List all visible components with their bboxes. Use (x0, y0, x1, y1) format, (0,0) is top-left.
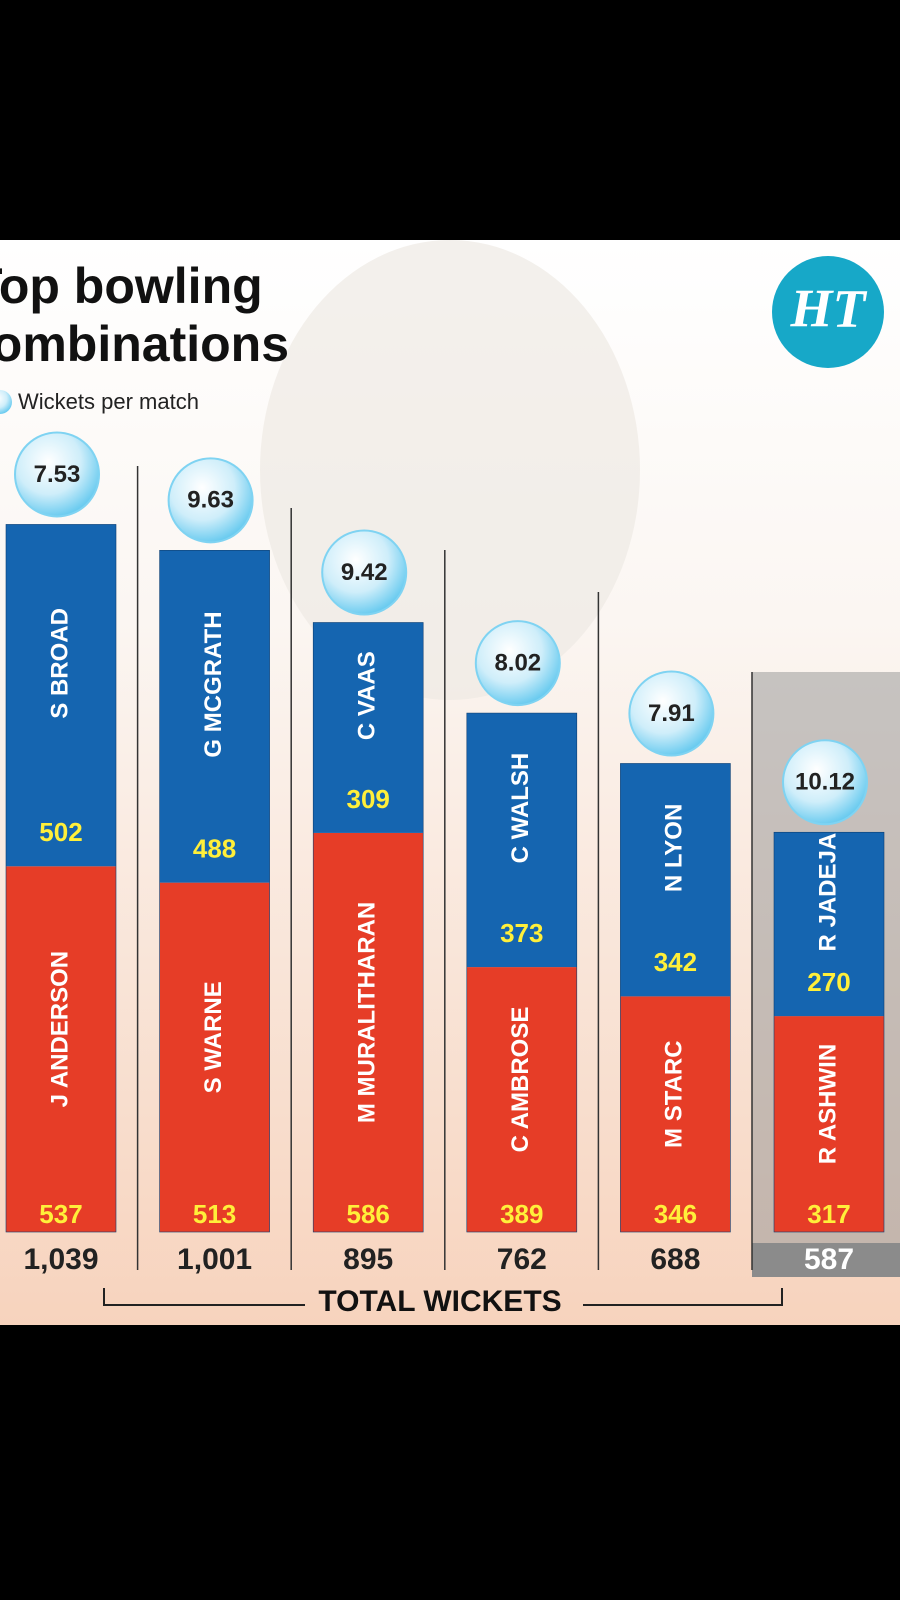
per-match-label: 9.42 (341, 559, 388, 586)
bar-bottom (313, 832, 424, 1232)
bowler-name: G MCGRATH (200, 611, 227, 757)
bowler-name: M MURALITHARAN (354, 902, 381, 1123)
bar-top (466, 713, 577, 968)
per-match-label: 7.53 (34, 461, 81, 488)
value-label: 317 (807, 1199, 850, 1229)
total-label: 895 (343, 1243, 393, 1276)
bowler-name: S BROAD (46, 608, 73, 719)
top-band (0, 0, 900, 240)
per-match-bubble (14, 431, 100, 518)
bar-bottom (620, 996, 731, 1232)
axis-bracket (103, 1288, 783, 1306)
bowler-name: C AMBROSE (507, 1007, 534, 1153)
total-label: 688 (650, 1243, 700, 1276)
bowler-name: C VAAS (354, 651, 381, 740)
value-label: 270 (807, 967, 850, 997)
stack-outline (312, 622, 424, 1233)
legend-swatch (0, 390, 12, 414)
x-axis-label: TOTAL WICKETS (318, 1285, 561, 1318)
stack-outline (5, 524, 117, 1233)
bowler-name: R ASHWIN (814, 1044, 841, 1164)
value-label: 502 (39, 817, 82, 847)
stack-outline (773, 831, 885, 1233)
total-label: 762 (497, 1243, 547, 1276)
bar-top (313, 622, 424, 833)
bar-bottom (774, 1016, 884, 1232)
value-label: 513 (193, 1199, 236, 1229)
stack-outline (620, 763, 731, 1233)
bar-bottom (6, 866, 116, 1232)
total-label: 587 (804, 1243, 854, 1276)
bowler-name: N LYON (661, 804, 688, 892)
value-label: 488 (193, 834, 236, 864)
stack-outline (466, 712, 578, 1233)
legend-label: Wickets per match (18, 389, 199, 414)
per-match-label: 8.02 (494, 649, 541, 676)
bar-top (620, 763, 731, 997)
bowler-name: R JADEJA (814, 833, 841, 952)
per-match-label: 10.12 (795, 769, 855, 796)
total-label: 1,039 (23, 1243, 98, 1276)
logo: HT (790, 278, 868, 338)
bowler-name: C WALSH (507, 753, 534, 864)
per-match-bubble (782, 739, 868, 826)
bar-top (6, 524, 116, 867)
per-match-bubble (321, 529, 408, 616)
highlight-total-bg (752, 1243, 900, 1277)
per-match-label: 9.63 (187, 487, 234, 514)
bowler-name: M STARC (661, 1040, 688, 1148)
value-label: 373 (500, 918, 543, 948)
value-label: 346 (654, 1199, 697, 1229)
value-label: 537 (39, 1199, 82, 1229)
value-label: 309 (347, 784, 390, 814)
stack-outline (159, 550, 270, 1233)
logo-circle (772, 256, 884, 368)
bottom-band (0, 1325, 900, 1600)
per-match-bubble (474, 620, 561, 707)
value-label: 342 (654, 947, 697, 977)
title-line: combinations (0, 316, 289, 372)
value-label: 389 (500, 1199, 543, 1229)
per-match-label: 7.91 (648, 700, 695, 727)
bowler-name: J ANDERSON (46, 951, 73, 1107)
bowler-name: S WARNE (200, 981, 227, 1093)
bar-bottom (466, 967, 577, 1232)
bar-top (159, 550, 270, 883)
title-line: Top bowling (0, 258, 263, 314)
per-match-bubble (628, 670, 715, 757)
bar-bottom (159, 882, 270, 1232)
total-label: 1,001 (177, 1243, 252, 1276)
per-match-bubble (167, 457, 254, 544)
value-label: 586 (347, 1199, 390, 1229)
bar-top (774, 832, 884, 1017)
